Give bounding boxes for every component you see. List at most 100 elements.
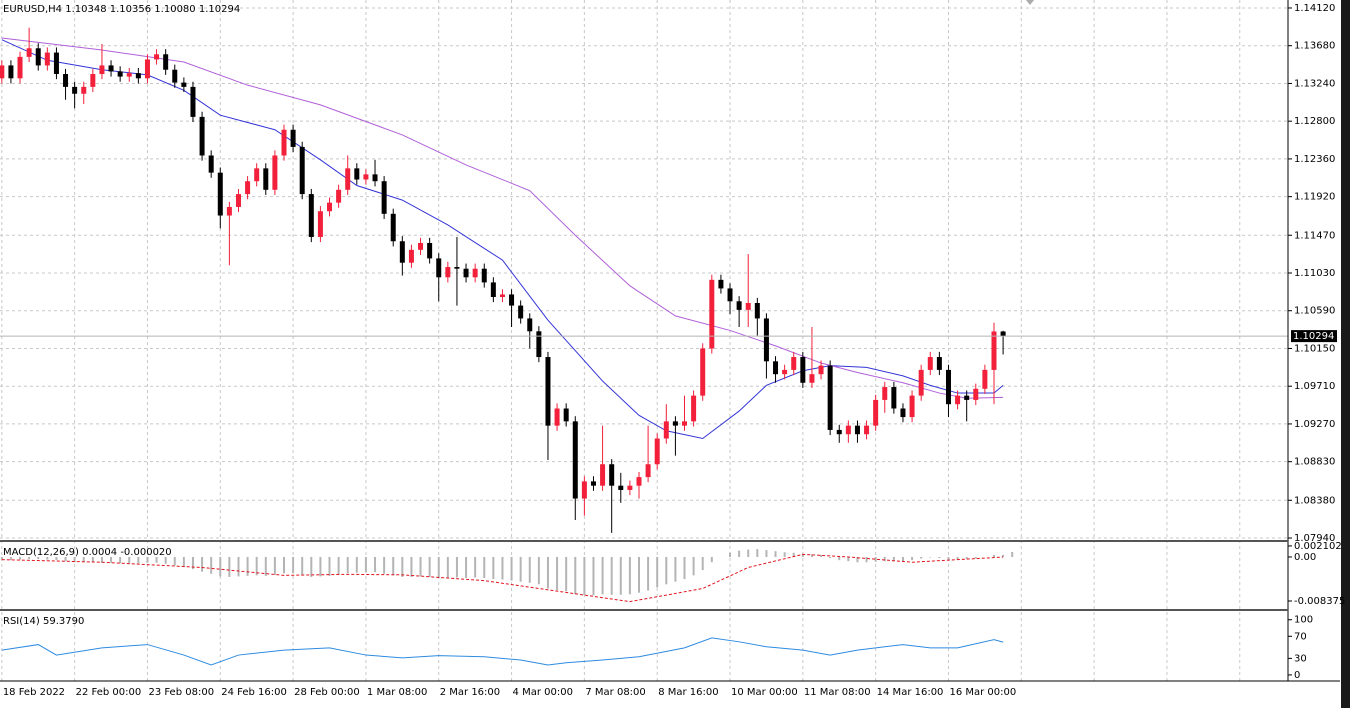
candle-body [800, 357, 806, 383]
candle-body [736, 301, 742, 310]
candle-body [609, 464, 615, 486]
candle-body [308, 194, 314, 237]
x-tick-label: 10 Mar 00:00 [731, 687, 798, 698]
y-tick-label: 1.11470 [1294, 230, 1335, 241]
candle-body [955, 395, 961, 405]
candle-body [208, 155, 214, 173]
candle-body [363, 174, 369, 180]
candle-body [108, 65, 114, 72]
y-tick-label: 1.13240 [1294, 78, 1335, 89]
macd-title: MACD(12,26,9) [3, 547, 79, 558]
candle-body [845, 425, 851, 435]
y-tick-label: 1.08830 [1294, 457, 1335, 468]
x-tick-label: 11 Mar 08:00 [804, 687, 871, 698]
candle-body [317, 211, 323, 237]
y-tick-label: 1.11920 [1294, 192, 1335, 203]
x-tick-label: 24 Feb 16:00 [221, 687, 287, 698]
candle-body [99, 65, 105, 75]
candle-body [891, 387, 897, 409]
x-tick-label: 7 Mar 08:00 [585, 687, 645, 698]
candle-body [44, 52, 50, 66]
candle-body [290, 129, 296, 147]
y-tick-label: 0.002102 [1294, 541, 1342, 552]
y-tick-label: 0 [1294, 670, 1300, 681]
y-tick-label: 0.00 [1294, 552, 1316, 563]
candle-body [35, 48, 41, 66]
candle-body [190, 86, 196, 117]
candle-body [472, 268, 478, 278]
candle-body [72, 86, 78, 94]
y-tick-label: 1.10590 [1294, 306, 1335, 317]
candle-body [299, 146, 305, 195]
rsi-line [1, 637, 1004, 666]
x-tick-label: 14 Mar 16:00 [877, 687, 944, 698]
candle-body [900, 408, 906, 418]
candle-body [181, 82, 187, 87]
candle-body [90, 74, 96, 87]
last-price-box [1291, 330, 1337, 343]
candle-body [381, 181, 387, 214]
last-price-label: 1.10294 [1293, 331, 1334, 342]
candle-body [499, 294, 505, 298]
macd-value: 0.0004 [82, 547, 117, 558]
x-tick-label: 8 Mar 16:00 [658, 687, 718, 698]
candle-body [600, 464, 606, 486]
signal-value: -0.000020 [120, 547, 171, 558]
candle-body [490, 282, 496, 298]
candle-body [627, 485, 633, 490]
x-tick-label: 28 Feb 00:00 [294, 687, 360, 698]
candle-body [663, 421, 669, 439]
candle-body [945, 369, 951, 405]
signal-line [1, 553, 1004, 603]
y-tick-label: 1.12800 [1294, 116, 1335, 127]
candle-body [654, 438, 660, 465]
open-value: 1.10348 [65, 4, 106, 15]
candle-body [481, 268, 487, 283]
candle-body [399, 241, 405, 263]
candle-body [390, 213, 396, 242]
candle-body [727, 288, 733, 302]
candle-body [791, 357, 797, 370]
moving-average-line [1, 37, 1004, 399]
candle-body [572, 421, 578, 499]
candle-body [126, 73, 132, 77]
candle-body [8, 65, 14, 79]
candle-body [445, 266, 451, 278]
y-tick-label: 1.09710 [1294, 381, 1335, 392]
rsi-value: 59.3790 [43, 616, 84, 627]
candle-body [809, 374, 815, 383]
candle-body [645, 464, 651, 478]
candle-body [672, 421, 678, 426]
candle-body [117, 71, 123, 77]
candle-body [418, 242, 424, 250]
y-tick-label: 1.09270 [1294, 419, 1335, 430]
y-tick-label: 1.13680 [1294, 41, 1335, 52]
candle-body [918, 369, 924, 396]
candle-body [545, 357, 551, 426]
moving-average-line [1, 39, 1004, 440]
candle-body [172, 69, 178, 83]
candle-body [509, 294, 515, 306]
candle-body [745, 303, 751, 310]
candle-body [327, 202, 333, 212]
candle-body [909, 395, 915, 418]
y-tick-label: -0.008375 [1294, 596, 1345, 607]
high-value: 1.10356 [110, 4, 151, 15]
candle-body [408, 249, 414, 263]
y-tick-label: 1.10150 [1294, 343, 1335, 354]
candle-body [982, 369, 988, 389]
x-tick-label: 16 Mar 00:00 [949, 687, 1016, 698]
x-tick-label: 22 Feb 00:00 [76, 687, 142, 698]
candle-body [873, 399, 879, 426]
candle-body [372, 174, 378, 182]
candle-body [927, 357, 933, 370]
y-tick-label: 1.11030 [1294, 268, 1335, 279]
candle-body [618, 485, 624, 490]
candle-body [0, 65, 5, 79]
candle-body [536, 331, 542, 358]
candle-body [144, 59, 150, 79]
